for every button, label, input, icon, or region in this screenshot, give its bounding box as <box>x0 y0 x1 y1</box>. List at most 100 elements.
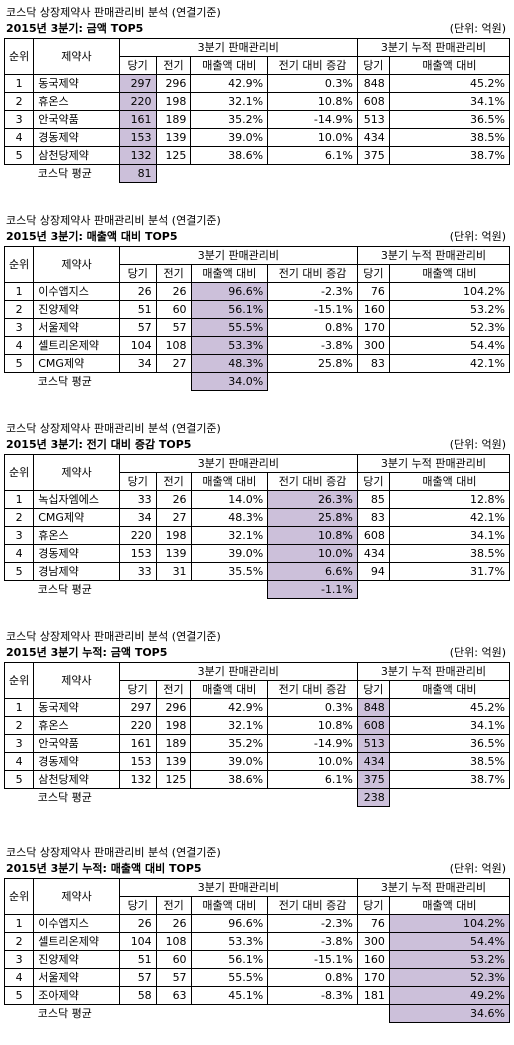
section-subtitle: 2015년 3분기: 전기 대비 증감 TOP5 <box>6 438 192 451</box>
cell-previous: 63 <box>155 986 192 1005</box>
cell-current: 34 <box>118 508 157 527</box>
header-cum-current: 당기 <box>356 264 390 283</box>
cell-current: 220 <box>118 92 157 111</box>
cell-change: 6.1% <box>267 770 358 789</box>
cell-current: 153 <box>118 544 157 563</box>
cell-change: 0.3% <box>267 74 358 93</box>
cell-ratio: 38.6% <box>190 770 269 789</box>
cell-previous: 189 <box>155 110 192 129</box>
header-cum-ratio: 매출액 대비 <box>388 680 511 699</box>
cell-rank: 3 <box>3 526 35 545</box>
cell-rank: 5 <box>3 146 35 165</box>
cell-company: 이수앱지스 <box>33 914 120 933</box>
avg-row: 코스닥 평균 -1.1% <box>5 580 510 599</box>
cell-cum-current: 83 <box>356 508 390 527</box>
cell-rank: 1 <box>3 698 35 717</box>
table-row: 4 경동제약 153 139 39.0% 10.0% 434 38.5% <box>3 128 511 147</box>
table-row: 3 서울제약 57 57 55.5% 0.8% 170 52.3% <box>3 318 511 337</box>
cell-change: -3.8% <box>267 932 358 951</box>
cell-ratio: 53.3% <box>190 336 269 355</box>
header-company: 제약사 <box>33 38 120 75</box>
table-row: 1 녹십자엠에스 33 26 14.0% 26.3% 85 12.8% <box>3 490 511 509</box>
header-cum-ratio: 매출액 대비 <box>388 56 511 75</box>
cell-cum-current: 160 <box>356 300 390 319</box>
avg-row: 코스닥 평균 81 <box>5 164 510 183</box>
header-cum-current: 당기 <box>356 56 390 75</box>
table-row: 1 동국제약 297 296 42.9% 0.3% 848 45.2% <box>3 74 511 93</box>
cell-ratio: 42.9% <box>190 74 269 93</box>
cell-cum-ratio: 34.1% <box>388 716 511 735</box>
header-cum-current: 당기 <box>356 472 390 491</box>
table-row: 5 경남제약 33 31 35.5% 6.6% 94 31.7% <box>3 562 511 581</box>
header-ratio: 매출액 대비 <box>190 472 269 491</box>
cell-change: 10.0% <box>267 128 358 147</box>
cell-previous: 57 <box>155 968 192 987</box>
cell-cum-current: 608 <box>356 716 390 735</box>
cell-ratio: 32.1% <box>190 526 269 545</box>
header-q3-group: 3분기 판매관리비 <box>118 878 358 897</box>
header-cum-group: 3분기 누적 판매관리비 <box>356 878 511 897</box>
table-row: 4 서울제약 57 57 55.5% 0.8% 170 52.3% <box>3 968 511 987</box>
cell-current: 26 <box>118 914 157 933</box>
cell-ratio: 35.2% <box>190 110 269 129</box>
cell-rank: 5 <box>3 562 35 581</box>
cell-cum-current: 434 <box>356 752 390 771</box>
cell-rank: 2 <box>3 716 35 735</box>
cell-cum-current: 848 <box>356 698 390 717</box>
cell-previous: 139 <box>155 752 192 771</box>
cell-previous: 125 <box>155 146 192 165</box>
header-change: 전기 대비 증감 <box>267 472 358 491</box>
table-row: 5 삼천당제약 132 125 38.6% 6.1% 375 38.7% <box>3 770 511 789</box>
cell-cum-current: 170 <box>356 968 390 987</box>
cell-change: 10.8% <box>267 526 358 545</box>
cell-company: 안국약품 <box>33 734 120 753</box>
cell-cum-ratio: 53.2% <box>388 300 511 319</box>
avg-row: 코스닥 평균 34.6% <box>5 1004 511 1023</box>
header-change: 전기 대비 증감 <box>267 264 358 283</box>
cell-company: 경동제약 <box>33 544 120 563</box>
header-change: 전기 대비 증감 <box>267 680 358 699</box>
header-previous: 전기 <box>155 472 192 491</box>
avg-row: 코스닥 평균 34.0% <box>5 372 510 391</box>
cell-previous: 57 <box>155 318 192 337</box>
cell-change: 25.8% <box>267 508 358 527</box>
header-current: 당기 <box>118 680 157 699</box>
header-ratio: 매출액 대비 <box>190 896 269 915</box>
cell-company: 서울제약 <box>33 318 120 337</box>
cell-company: 셀트리온제약 <box>33 932 120 951</box>
table-row: 3 안국약품 161 189 35.2% -14.9% 513 36.5% <box>3 110 511 129</box>
cell-ratio: 39.0% <box>190 128 269 147</box>
cell-ratio: 55.5% <box>190 318 269 337</box>
cell-cum-current: 434 <box>356 128 390 147</box>
cell-cum-ratio: 104.2% <box>388 914 511 933</box>
cell-cum-ratio: 52.3% <box>388 968 511 987</box>
table-row: 2 CMG제약 34 27 48.3% 25.8% 83 42.1% <box>3 508 511 527</box>
cell-company: 안국약품 <box>33 110 120 129</box>
unit-label: (단위: 억원) <box>449 646 506 659</box>
cell-current: 57 <box>118 318 157 337</box>
cell-cum-current: 83 <box>356 354 390 373</box>
cell-previous: 26 <box>155 282 192 301</box>
header-company: 제약사 <box>33 662 120 699</box>
cell-previous: 198 <box>155 526 192 545</box>
cell-previous: 27 <box>155 354 192 373</box>
cell-current: 132 <box>118 770 157 789</box>
section-subtitle: 2015년 3분기 누적: 금액 TOP5 <box>6 646 168 659</box>
cell-ratio: 96.6% <box>190 914 269 933</box>
table-row: 3 안국약품 161 189 35.2% -14.9% 513 36.5% <box>3 734 511 753</box>
cell-cum-current: 434 <box>356 544 390 563</box>
header-rank: 순위 <box>3 662 35 699</box>
cell-company: 녹십자엠에스 <box>33 490 120 509</box>
table-row: 5 삼천당제약 132 125 38.6% 6.1% 375 38.7% <box>3 146 511 165</box>
avg-value: 34.0% <box>190 372 269 391</box>
table-row: 4 셀트리온제약 104 108 53.3% -3.8% 300 54.4% <box>3 336 511 355</box>
cell-company: 셀트리온제약 <box>33 336 120 355</box>
cell-company: 동국제약 <box>33 74 120 93</box>
cell-cum-current: 181 <box>356 986 390 1005</box>
cell-change: 10.8% <box>267 92 358 111</box>
cell-cum-ratio: 52.3% <box>388 318 511 337</box>
cell-rank: 2 <box>3 92 35 111</box>
cell-cum-ratio: 38.5% <box>388 544 511 563</box>
header-current: 당기 <box>118 264 157 283</box>
cell-previous: 198 <box>155 716 192 735</box>
